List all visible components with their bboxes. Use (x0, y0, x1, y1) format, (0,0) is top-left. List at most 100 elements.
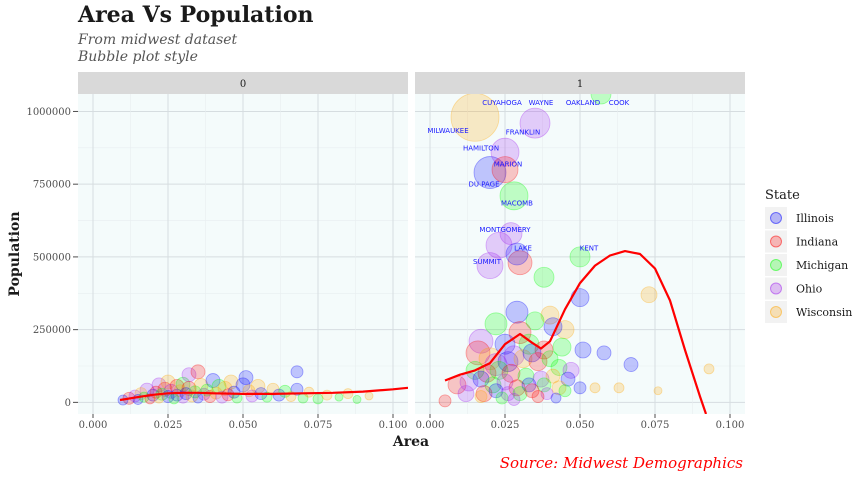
legend-item-indiana: Indiana (765, 230, 839, 253)
legend-key-background (765, 230, 787, 253)
bubble-wisconsin (640, 286, 658, 304)
bubble-illinois (573, 381, 587, 395)
y-axis-title: Population (7, 211, 23, 296)
bubble-ohio (499, 222, 523, 246)
x-tick-label: 0.075 (641, 420, 670, 431)
x-tick-label: 0.000 (79, 420, 108, 431)
x-tick-label: 0.025 (491, 420, 520, 431)
legend-item-ohio: Ohio (765, 277, 823, 300)
county-label: OAKLAND (566, 99, 600, 107)
bubble-wisconsin (653, 386, 663, 396)
bubble-michigan (590, 94, 612, 105)
bubble-michigan (499, 181, 529, 211)
legend-item-illinois: Illinois (765, 207, 834, 229)
bubble-michigan (495, 391, 509, 405)
bubble-ohio (540, 387, 554, 401)
legend-label: Ohio (796, 283, 823, 296)
x-tick-label: 0.050 (566, 420, 595, 431)
bubble-wisconsin (342, 388, 354, 400)
bubble-ohio (507, 393, 521, 406)
y-tick-label: 750000 (33, 180, 71, 191)
legend-label: Wisconsin (796, 306, 852, 319)
bubble-michigan (312, 393, 324, 405)
bubble-wisconsin (513, 349, 533, 369)
bubble-michigan (512, 386, 528, 402)
bubble-illinois (497, 351, 519, 373)
y-tick-label: 0 (65, 398, 71, 409)
x-axis-title: Area (392, 434, 429, 450)
legend-key-background (765, 207, 787, 229)
bubble-michigan (489, 360, 509, 380)
bubble-michigan (168, 393, 180, 405)
bubble-illinois (560, 371, 576, 387)
bubble-michigan (569, 246, 591, 268)
bubble-illinois (488, 383, 504, 399)
y-tick-label: 250000 (33, 325, 71, 336)
legend-title: State (765, 188, 800, 203)
x-tick-label: 0.050 (229, 420, 258, 431)
facet-panel-0: 0 0.000 0.025 0.050 0.075 0.100 (78, 72, 408, 431)
legend-key-background (765, 254, 787, 276)
bubble-illinois (227, 385, 241, 399)
chart-title: Area Vs Population (77, 2, 314, 28)
bubble-ohio (181, 367, 197, 383)
bubble-illinois (550, 392, 562, 404)
bubble-ohio (176, 390, 190, 404)
bubble-illinois (272, 388, 286, 402)
county-label: SUMMIT (473, 258, 502, 266)
bubble-ohio (151, 377, 167, 393)
bubble-wisconsin (540, 305, 560, 325)
legend-key-background (765, 277, 787, 300)
bubble-indiana (524, 383, 540, 399)
facet-strip (78, 72, 408, 94)
bubble-indiana (438, 394, 452, 408)
bubble-ohio (519, 107, 551, 139)
county-label: HAMILTON (463, 144, 499, 152)
grid-lines (78, 94, 408, 414)
bubble-michigan (550, 359, 568, 376)
county-label: DU PAGE (468, 181, 499, 189)
facet-panel-1: 1 CUYAHOGA WAYNE OAKLAND COOK MILWAUKEE FRANKL… (415, 72, 745, 431)
bubble-wisconsin (321, 389, 333, 401)
bubble-michigan (518, 333, 540, 355)
facet-strip-label: 1 (577, 79, 583, 90)
county-label: MACOMB (501, 200, 533, 208)
bubble-michigan (352, 395, 362, 404)
legend-key-bubble (770, 306, 782, 318)
bubble-ohio (496, 373, 514, 391)
bubble-wisconsin (223, 374, 239, 390)
bubble-indiana (531, 390, 545, 403)
bubble-ohio (490, 137, 520, 167)
bubble-illinois (596, 345, 612, 361)
bubble-wisconsin (364, 391, 374, 401)
bubble-ohio (468, 328, 494, 354)
county-label: MILWAUKEE (427, 127, 468, 135)
y-tick-label: 500000 (33, 252, 71, 263)
x-tick-label: 0.100 (716, 420, 745, 431)
bubble-ohio (562, 361, 580, 379)
legend-item-michigan: Michigan (765, 254, 848, 276)
bubble-wisconsin (478, 347, 502, 371)
bubble-michigan (536, 377, 552, 393)
bubble-ohio (163, 383, 179, 399)
bubble-illinois (192, 392, 204, 404)
facet-strip-label: 0 (240, 79, 246, 90)
county-label: KENT (580, 245, 599, 253)
bubble-wisconsin (266, 382, 280, 396)
legend: State Illinois Indiana Michigan Ohio Wiscons… (765, 188, 852, 323)
bubble-wisconsin (474, 390, 488, 403)
legend-label: Michigan (796, 259, 848, 272)
bubble-michigan (541, 350, 559, 368)
bubble-illinois (290, 365, 304, 379)
bubble-wisconsin (217, 380, 233, 396)
bubble-michigan (533, 266, 555, 288)
x-tick-label: 0.000 (416, 420, 445, 431)
legend-key-bubble (770, 235, 782, 248)
bubble-indiana (475, 385, 493, 403)
bubble-michigan (484, 376, 502, 394)
bubble-illinois (238, 370, 254, 386)
bubble-ohio (139, 382, 155, 398)
facet-panels: 0 250000 500000 750000 1000000 0 0.000 0.025 0.0… (26, 72, 745, 431)
y-tick-label: 1000000 (26, 107, 71, 118)
